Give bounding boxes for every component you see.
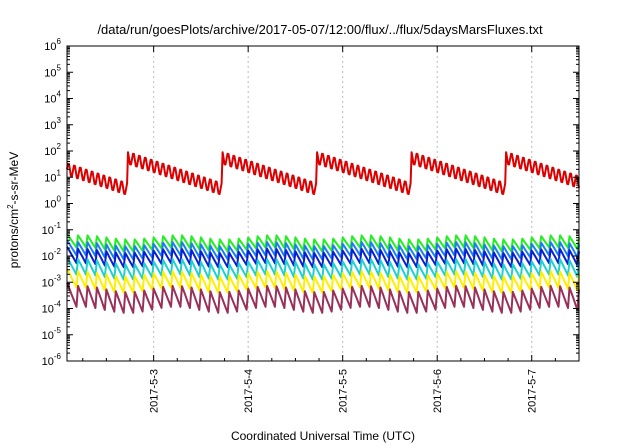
y-tick-label: 106 [44,37,61,53]
y-tick-label: 10-3 [42,273,62,289]
y-tick-label: 100 [44,195,61,211]
x-tick-label: 2017-5-3 [149,369,161,413]
series-line [66,256,580,281]
y-tick-label: 10-1 [42,221,62,237]
y-axis-label-sup: 2 [6,204,15,209]
series-line [66,246,580,269]
series-line [66,151,580,195]
y-tick-label: 104 [44,90,61,106]
y-tick-label: 10-6 [42,352,62,368]
y-tick-label: 103 [44,116,61,132]
y-axis-label-base: protons/cm [7,209,21,268]
x-tick-label: 2017-5-5 [338,369,350,413]
series-line [66,268,580,294]
y-tick-label: 102 [44,142,61,158]
y-tick-label: 10-5 [42,326,62,342]
series-lines [66,151,580,314]
y-tick-label: 101 [44,168,61,184]
y-tick-label: 10-4 [42,300,62,316]
x-tick-label: 2017-5-6 [432,369,444,413]
x-axis-label: Coordinated Universal Time (UTC) [231,429,415,443]
grid-lines [153,46,533,361]
y-tick-label: 105 [44,63,61,79]
chart-title: /data/run/goesPlots/archive/2017-05-07/1… [97,22,543,37]
series-line [66,282,580,314]
y-axis-label-tail: -s-sr-MeV [7,152,21,205]
x-axis-ticks: 2017-5-3 2017-5-4 2017-5-5 2017-5-6 2017-5-7 [82,46,580,413]
plot-frame [66,45,580,362]
x-tick-label: 2017-5-4 [243,369,255,413]
x-tick-label: 2017-5-7 [527,369,539,413]
y-tick-label: 10-2 [42,247,62,263]
y-axis-label: protons/cm2-s-sr-MeV [6,152,21,268]
y-axis-ticks: 10-6 10-5 10-4 10-3 10-2 10-1 100 101 102 103 104 1… [42,37,579,368]
